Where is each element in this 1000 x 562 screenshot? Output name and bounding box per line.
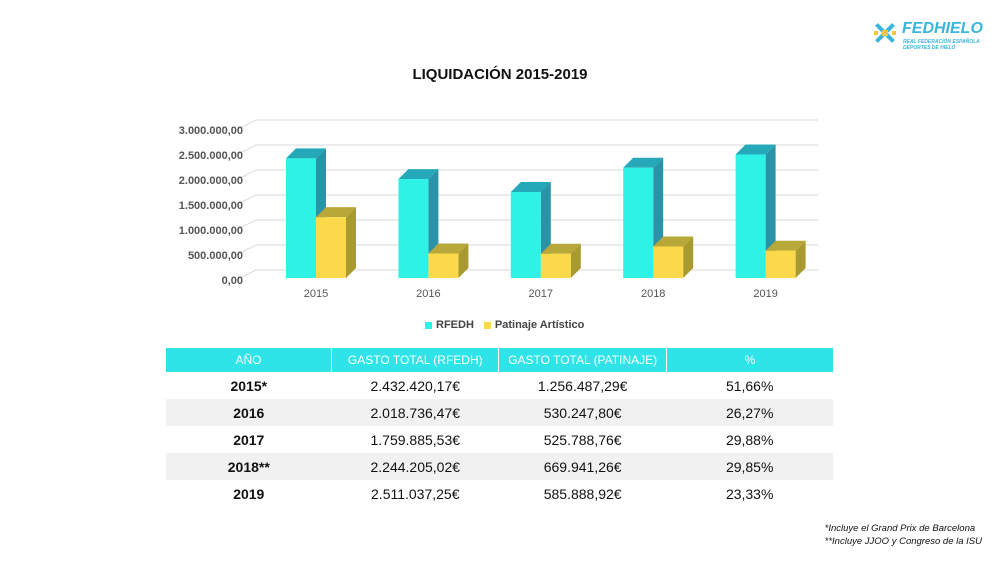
cell-pct: 29,88% <box>725 431 774 448</box>
bar <box>540 253 571 278</box>
gridline-diag <box>235 119 257 131</box>
bar-top <box>653 236 694 247</box>
cell-pct: 29,85% <box>666 453 833 480</box>
bar-top <box>623 157 664 168</box>
header-year: AÑO <box>166 348 333 372</box>
bar <box>653 246 684 278</box>
cell-year: 2018** <box>166 453 332 480</box>
bar-top <box>286 148 326 159</box>
bar <box>765 250 796 278</box>
bar <box>735 154 766 278</box>
cell-patinaje: 530.247,80€ <box>498 399 667 426</box>
y-tick-label: 3.000.000,00 <box>179 125 243 137</box>
bar-top <box>398 169 439 180</box>
gridline-diag <box>235 269 257 281</box>
table-row: 2015* 2.432.420,17€ 1.256.487,29€ 51,66% <box>166 372 833 399</box>
footnotes: *Incluye el Grand Prix de Barcelona **In… <box>825 522 982 548</box>
bar-top <box>428 243 469 254</box>
bar <box>316 217 346 278</box>
bar-side <box>683 236 694 278</box>
gridline-diag <box>235 219 257 231</box>
header-rfedh: GASTO TOTAL (RFEDH) <box>331 348 500 372</box>
table-row: 2019 2.511.037,25€ 585.888,92€ 23,33% <box>166 480 833 507</box>
bar-side <box>458 243 469 278</box>
cell-rfedh: 1.759.885,53€ <box>370 431 461 448</box>
y-tick-label: 1.500.000,00 <box>179 200 243 212</box>
y-tick-label: 0,00 <box>222 275 243 287</box>
footnote-1: *Incluye el Grand Prix de Barcelona <box>824 523 976 534</box>
logo-name: FEDHIELO <box>902 20 983 37</box>
cell-pct: 23,33% <box>725 485 774 502</box>
table-row: 2017 1.759.885,53€ 525.788,76€ 29,88% <box>166 426 833 453</box>
logo-subtitle-line1: REAL FEDERACIÓN ESPAÑOLA <box>903 39 980 45</box>
bar-side <box>346 207 356 278</box>
header-patinaje: GASTO TOTAL (PATINAJE) <box>498 348 667 372</box>
bar-top <box>540 243 581 254</box>
legend-label-patinaje: Patinaje Artístico <box>494 319 585 331</box>
fedhielo-logo: FEDHIELO REAL FEDERACIÓN ESPAÑOLA DEPORT… <box>872 18 983 58</box>
chart-legend: RFEDH Patinaje Artístico <box>425 319 584 331</box>
y-tick-label: 1.000.000,00 <box>179 225 243 237</box>
cell-year: 2015* <box>230 377 268 394</box>
cell-pct: 26,27% <box>666 399 833 426</box>
expenses-table: AÑO GASTO TOTAL (RFEDH) GASTO TOTAL (PAT… <box>166 348 833 507</box>
gridline-diag <box>235 244 257 256</box>
legend-label-rfedh: RFEDH <box>436 319 474 331</box>
cell-patinaje: 669.941,26€ <box>498 453 667 480</box>
cell-patinaje: 585.888,92€ <box>543 485 622 502</box>
bar-top <box>735 144 776 155</box>
bar-top <box>316 207 356 218</box>
x-tick-label: 2019 <box>753 288 777 300</box>
logo-subtitle-line2: DEPORTES DE HIELO <box>903 45 956 51</box>
cell-rfedh: 2.432.420,17€ <box>370 377 461 394</box>
bar <box>510 192 541 278</box>
bar-top <box>765 240 806 251</box>
bar-top <box>510 182 551 193</box>
y-tick-label: 2.500.000,00 <box>179 150 243 162</box>
gridline-diag <box>235 144 257 156</box>
x-tick-label: 2018 <box>641 288 665 300</box>
x-tick-label: 2016 <box>416 288 440 300</box>
table-row: 2016 2.018.736,47€ 530.247,80€ 26,27% <box>166 399 833 426</box>
snowflake-logo-icon <box>874 23 896 43</box>
footnote-2: **Incluye JJOO y Congreso de la ISU <box>824 536 982 547</box>
cell-year: 2016 <box>166 399 332 426</box>
bar-side <box>570 243 581 278</box>
x-tick-label: 2015 <box>304 288 328 300</box>
logo-subtitle: REAL FEDERACIÓN ESPAÑOLA DEPORTES DE HIE… <box>903 39 980 51</box>
cell-patinaje: 1.256.487,29€ <box>537 377 628 394</box>
cell-rfedh: 2.018.736,47€ <box>331 399 499 426</box>
cell-rfedh: 2.244.205,02€ <box>331 453 499 480</box>
table-header-row: AÑO GASTO TOTAL (RFEDH) GASTO TOTAL (PAT… <box>166 348 833 372</box>
bar <box>286 158 316 278</box>
y-tick-label: 2.000.000,00 <box>179 175 243 187</box>
cell-pct: 51,66% <box>725 377 774 394</box>
x-tick-label: 2017 <box>529 288 553 300</box>
bar-side <box>795 240 806 278</box>
cell-rfedh: 2.511.037,25€ <box>371 485 460 502</box>
y-tick-label: 500.000,00 <box>188 250 243 262</box>
bar <box>398 179 429 278</box>
bar <box>428 253 459 278</box>
gridline-diag <box>235 194 257 206</box>
legend-item-patinaje: Patinaje Artístico <box>483 319 585 331</box>
cell-patinaje: 525.788,76€ <box>543 431 622 448</box>
bar <box>623 167 654 278</box>
gridline-diag <box>235 169 257 181</box>
bar-chart: 0,00 500.000,00 1.000.000,00 1.500.000,00 2.… <box>179 119 818 300</box>
table-row: 2018** 2.244.205,02€ 669.941,26€ 29,85% <box>166 453 833 480</box>
legend-swatch-patinaje <box>483 321 491 329</box>
header-pct: % <box>666 348 833 372</box>
legend-item-rfedh: RFEDH <box>425 319 474 331</box>
chart-title: LIQUIDACIÓN 2015-2019 <box>412 66 588 83</box>
legend-swatch-rfedh <box>425 321 432 329</box>
cell-year: 2019 <box>233 485 265 502</box>
cell-year: 2017 <box>233 431 265 448</box>
